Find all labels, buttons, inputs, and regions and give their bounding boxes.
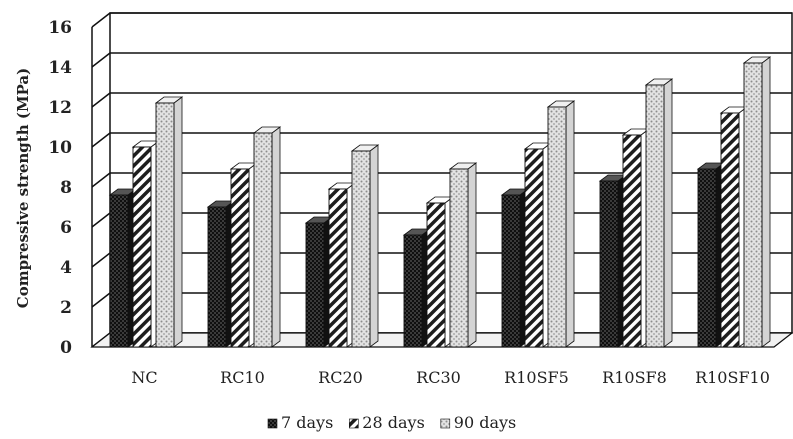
bar-28-days-R10SF5 [523, 142, 553, 348]
bar-front [351, 150, 371, 348]
gridline-depth [91, 12, 111, 28]
legend-label: 7 days [281, 413, 333, 432]
bar-front [622, 134, 642, 348]
bar-7-days-RC10 [206, 200, 236, 348]
legend-swatch [348, 418, 359, 429]
bar-front [230, 168, 250, 348]
gridline-depth [91, 212, 111, 228]
bar-90-days-R10SF8 [644, 78, 674, 348]
bar-side [271, 126, 281, 348]
legend-swatch [440, 418, 451, 429]
bar-90-days-RC20 [350, 144, 380, 348]
bar-90-days-R10SF10 [742, 56, 772, 348]
x-category-label: R10SF8 [602, 368, 667, 387]
x-category-label: R10SF5 [504, 368, 569, 387]
y-tick-label: 4 [60, 258, 72, 278]
bar-28-days-RC10 [229, 162, 259, 348]
bar-28-days-R10SF8 [621, 128, 651, 348]
bar-side [565, 100, 575, 348]
bar-front [599, 180, 619, 348]
gridline-depth [91, 92, 111, 108]
y-tick-label: 14 [48, 58, 72, 78]
bar-28-days-NC [131, 140, 161, 348]
bar-front [449, 168, 469, 348]
bar-7-days-R10SF8 [598, 174, 628, 348]
bar-front [524, 148, 544, 348]
x-category-label: RC20 [318, 368, 363, 387]
bar-28-days-RC30 [425, 196, 455, 348]
bar-front [743, 62, 763, 348]
bar-7-days-RC30 [402, 228, 432, 348]
legend-label: 28 days [362, 413, 424, 432]
bar-28-days-RC20 [327, 182, 357, 348]
plot-area: 0 2 4 6 8 10 12 14 16 NC RC10 RC20 RC30 R10SF5 R10SF8 R… [48, 12, 793, 387]
bar-28-days-R10SF10 [719, 106, 749, 348]
bar-front [501, 194, 521, 348]
bar-front [426, 202, 446, 348]
bar-7-days-NC [108, 188, 138, 348]
bar-90-days-R10SF5 [546, 100, 576, 348]
bar-side [173, 96, 183, 348]
y-tick-label: 10 [48, 138, 72, 158]
bar-front [109, 194, 129, 348]
y-tick-label: 8 [60, 178, 72, 198]
bar-side [663, 78, 673, 348]
x-category-label: RC30 [416, 368, 461, 387]
gridline-depth [91, 52, 111, 68]
bar-front [253, 132, 273, 348]
y-tick-label: 16 [48, 18, 72, 38]
legend-swatch [267, 418, 278, 429]
x-category-label: RC10 [220, 368, 265, 387]
bar-front [132, 146, 152, 348]
y-tick-label: 0 [60, 338, 72, 358]
bar-90-days-RC30 [448, 162, 478, 348]
bar-front [697, 168, 717, 348]
y-tick-label: 6 [60, 218, 72, 238]
bar-side [761, 56, 771, 348]
y-tick-label: 12 [48, 98, 72, 118]
bar-front [403, 234, 423, 348]
bar-front [645, 84, 665, 348]
bar-7-days-R10SF10 [696, 162, 726, 348]
bar-side [369, 144, 379, 348]
bar-front [305, 222, 325, 348]
bar-90-days-RC10 [252, 126, 282, 348]
bar-front [547, 106, 567, 348]
y-axis-label: Compressive strength (MPa) [14, 68, 32, 308]
bar-front [328, 188, 348, 348]
bar-90-days-NC [154, 96, 184, 348]
bar-7-days-RC20 [304, 216, 334, 348]
bar-front [155, 102, 175, 348]
y-tick-label: 2 [60, 298, 72, 318]
gridline-depth [91, 292, 111, 308]
bar-front [207, 206, 227, 348]
bar-front [720, 112, 740, 348]
x-category-label: R10SF10 [695, 368, 770, 387]
gridline-depth [91, 132, 111, 148]
bar-7-days-R10SF5 [500, 188, 530, 348]
legend: 7 days 28 days 90 days [267, 413, 516, 432]
bar-side [467, 162, 477, 348]
gridline-depth [91, 252, 111, 268]
gridline-depth [91, 172, 111, 188]
x-category-label: NC [131, 368, 157, 387]
legend-label: 90 days [454, 413, 516, 432]
